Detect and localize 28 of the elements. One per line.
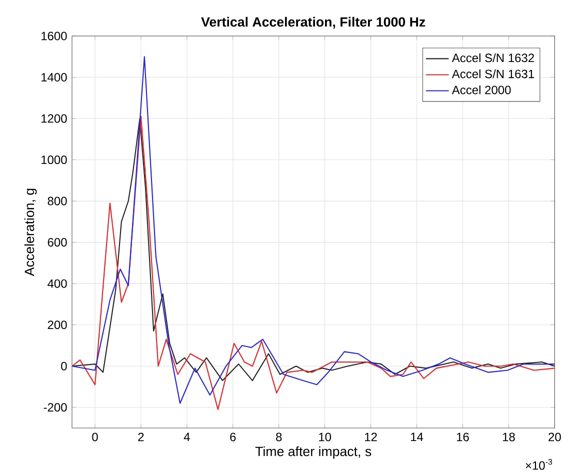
y-tick-label: 0 — [61, 362, 67, 370]
y-tick-label: 200 — [48, 320, 67, 330]
x-tick-label: 20 — [548, 432, 561, 442]
y-tick-label: 1000 — [42, 156, 67, 164]
legend-label: Accel S/N 1632 — [452, 53, 534, 62]
legend-label: Accel S/N 1631 — [452, 69, 534, 78]
y-tick-label: 1200 — [42, 114, 67, 123]
x-tick-label: 8 — [276, 432, 282, 442]
y-tick-label: 600 — [48, 238, 67, 247]
y-tick-label: -200 — [44, 403, 67, 412]
y-axis-title: Acceleration, g — [24, 188, 37, 276]
text: ×10$^{-3}$ — [526, 459, 552, 470]
x-tick-label: 0 — [92, 432, 98, 442]
x-tick-label: 6 — [230, 432, 236, 442]
x-tick-label: 18 — [502, 432, 515, 442]
x-tick-label: 16 — [456, 432, 469, 442]
y-tick-label: 800 — [48, 196, 67, 206]
legend-label: Accel 2000 — [452, 85, 511, 94]
x-tick-label: 10 — [319, 432, 332, 442]
y-tick-label: 400 — [48, 279, 67, 288]
x-tick-label: 12 — [365, 432, 377, 442]
y-tick-label: 1400 — [42, 73, 67, 82]
x-tick-label: 4 — [184, 432, 190, 441]
x-tick-label: 14 — [411, 432, 424, 441]
x-tick-label: 2 — [138, 432, 144, 442]
chart-title: Vertical Acceleration, Filter 1000 Hz — [201, 16, 426, 29]
y-tick-label: 1600 — [42, 32, 67, 40]
x-axis-title: Time after impact, s — [255, 446, 372, 459]
